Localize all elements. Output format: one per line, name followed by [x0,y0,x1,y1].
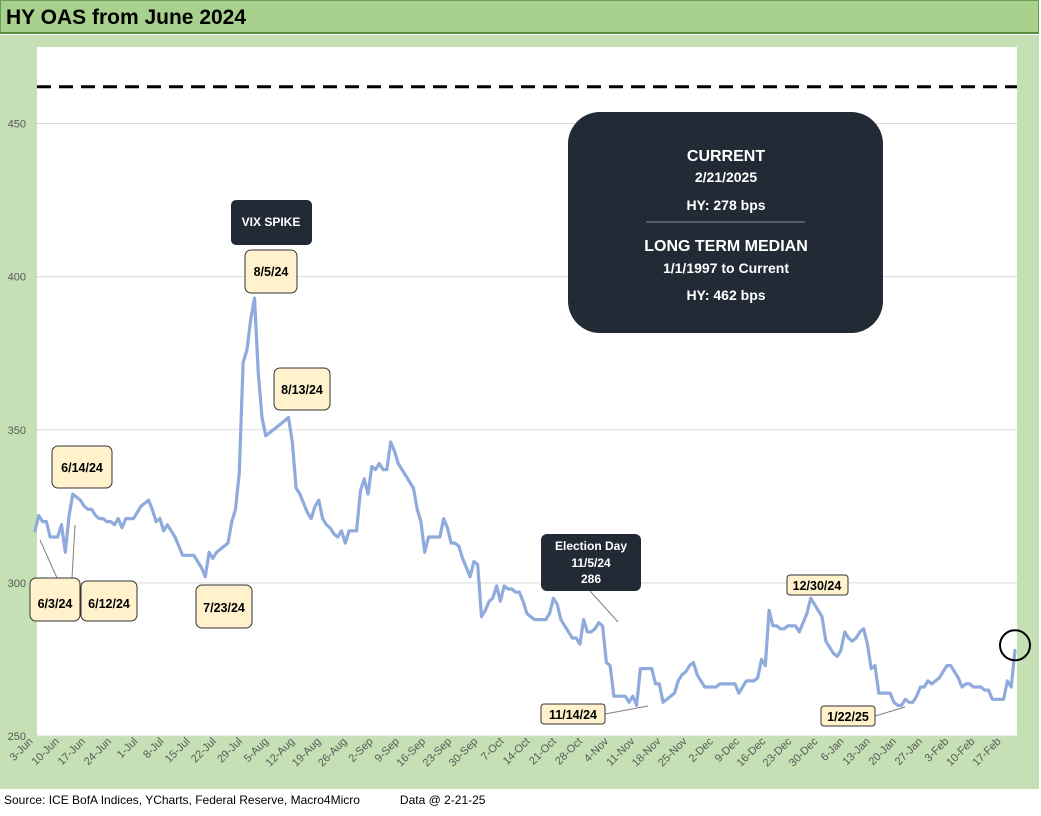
x-tick-label: 21-Oct [527,736,559,768]
x-tick-label: 27-Jan [893,736,925,768]
title-bar: HY OAS from June 2024 [0,0,1039,34]
callout-12-30: 12/30/24 [793,579,842,593]
leader-line [71,524,76,579]
x-tick-label: 14-Oct [501,736,533,768]
x-tick-label: 10-Jun [30,736,62,768]
vix-spike-label: VIX SPIKE [242,215,301,229]
x-tick-label: 30-Sep [447,736,481,770]
callout-11-14: 11/14/24 [549,708,597,722]
page-title: HY OAS from June 2024 [6,6,247,29]
annotation-leaders [39,524,906,717]
election-day-callout: Election Day 11/5/24 286 [541,534,641,591]
x-tick-label: 25-Nov [656,735,690,769]
x-tick-label: 29-Jul [215,736,245,766]
callout-6-14: 6/14/24 [61,461,103,475]
callout-1-22: 1/22/25 [827,710,869,724]
info-median-range: 1/1/1997 to Current [663,260,789,276]
callout-8-13: 8/13/24 [281,383,323,397]
x-tick-label: 30-Dec [787,735,821,769]
info-box: CURRENT 2/21/2025 HY: 278 bps LONG TERM … [568,112,883,333]
info-current-date: 2/21/2025 [695,169,757,185]
leader-line [589,590,619,623]
x-tick-label: 20-Jan [867,736,899,768]
y-tick-label: 300 [8,578,26,590]
x-tick-label: 1-Jul [115,736,140,761]
x-tick-label: 28-Oct [553,736,585,768]
x-tick-label: 24-Jun [82,736,114,768]
x-tick-label: 2-Dec [687,735,717,765]
x-tick-label: 17-Jun [56,736,88,768]
callout-7-23: 7/23/24 [203,601,245,615]
election-value: 286 [581,572,601,586]
data-date-note: Data @ 2-21-25 [399,793,486,807]
x-tick-label: 26-Aug [316,736,350,770]
callout-6-3: 6/3/24 [38,597,73,611]
leader-line [39,539,58,579]
y-tick-label: 350 [8,425,26,437]
x-tick-label: 10-Feb [944,736,977,769]
y-tick-label: 450 [8,119,26,131]
date-callouts: 8/5/24 8/13/24 6/14/24 6/3/24 6/12/24 7/… [29,249,876,727]
info-current-value: HY: 278 bps [686,197,765,213]
grid-lines [37,123,1017,737]
leader-line [874,706,906,717]
hy-oas-series-line [33,296,1017,707]
y-tick-label: 250 [8,731,26,743]
y-tick-label: 400 [8,272,26,284]
y-axis-ticks: 250 300 350 400 450 [8,119,26,743]
footer: Source: ICE BofA Indices, YCharts, Feder… [4,793,525,807]
vix-spike-callout: VIX SPIKE [231,200,312,245]
info-median-value: HY: 462 bps [686,287,765,303]
x-tick-label: 15-Jul [163,736,193,766]
callout-6-12: 6/12/24 [88,597,130,611]
x-tick-label: 2-Sep [346,736,375,765]
leader-line [604,705,649,715]
info-current-title: CURRENT [687,148,765,165]
election-title: Election Day [555,539,627,553]
x-tick-label: 17-Feb [970,736,1003,769]
x-tick-label: 22-Jul [189,736,219,766]
x-tick-label: 13-Jan [841,736,873,768]
callout-8-5: 8/5/24 [254,265,289,279]
current-value-marker [999,629,1031,662]
info-median-title: LONG TERM MEDIAN [644,238,808,255]
source-note: Source: ICE BofA Indices, YCharts, Feder… [4,793,360,807]
election-date: 11/5/24 [571,556,611,570]
